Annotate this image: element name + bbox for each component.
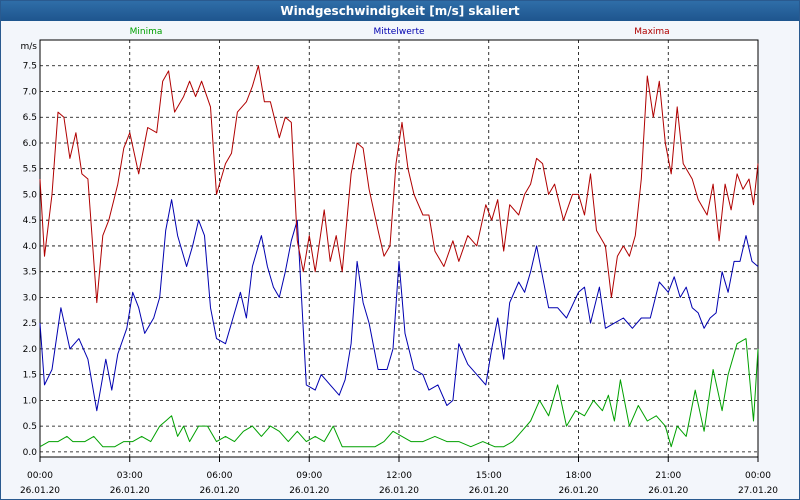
legend-maxima: Maxima [634,27,669,37]
x-tick-date-label: 26.01.20 [199,486,239,496]
x-tick-date-label: 26.01.20 [558,486,598,496]
y-tick-label: 3.0 [23,293,38,303]
y-tick-label: 0.0 [23,448,38,458]
x-tick-time-label: 09:00 [296,471,322,481]
y-axis-unit-label: m/s [21,42,38,52]
y-tick-label: 1.0 [23,396,38,406]
y-tick-label: 1.5 [23,371,37,381]
series-line-maxima [39,65,759,304]
x-tick-date-label: 26.01.20 [469,486,509,496]
x-tick-time-label: 15:00 [476,471,502,481]
x-tick-time-label: 06:00 [207,471,233,481]
series-layer [39,65,759,448]
x-tick-time-label: 21:00 [655,471,681,481]
y-tick-label: 5.0 [23,190,38,200]
y-tick-label: 3.5 [23,268,37,278]
window-title: Windgeschwindigkeit [m/s] skaliert [1,1,799,21]
x-tick-date-label: 26.01.20 [379,486,419,496]
x-tick-date-label: 26.01.20 [110,486,150,496]
y-tick-label: 2.0 [23,345,38,355]
y-tick-label: 2.5 [23,319,37,329]
y-tick-label: 4.0 [23,242,38,252]
x-tick-date-label: 26.01.20 [648,486,688,496]
legend: Minima Mittelwerte Maxima [130,27,670,37]
series-line-mittelwerte [39,199,759,412]
x-tick-time-label: 00:00 [745,471,771,481]
legend-mittelwerte: Mittelwerte [373,27,424,37]
y-axis: 0.0 0.5 1.0 1.5 2.0 2.5 3.0 3.5 4.0 4.5 5.0 5.5 6.0 6… [23,62,38,458]
y-tick-label: 6.0 [23,139,38,149]
x-tick-date-label: 26.01.20 [289,486,329,496]
x-tick-date-label: 26.01.20 [20,486,60,496]
x-axis: 00:00 26.01.20 03:00 26.01.20 06:00 26.01.20 0… [20,457,778,496]
y-tick-label: 4.5 [23,216,37,226]
y-tick-label: 5.5 [23,165,37,175]
x-tick-time-label: 12:00 [386,471,412,481]
y-tick-label: 0.5 [23,422,37,432]
x-tick-date-label: 27.01.20 [738,486,778,496]
series-line-minima [39,338,759,448]
x-tick-time-label: 03:00 [117,471,143,481]
x-tick-time-label: 18:00 [566,471,592,481]
y-tick-label: 6.5 [23,113,37,123]
y-tick-label: 7.0 [23,87,38,97]
legend-minima: Minima [130,27,163,37]
x-tick-time-label: 00:00 [27,471,53,481]
y-tick-label: 7.5 [23,62,37,72]
